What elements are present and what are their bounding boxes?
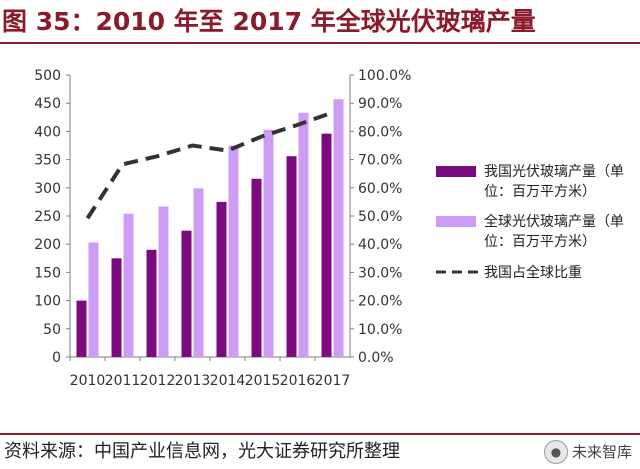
watermark-text: 未来智库 — [571, 443, 632, 461]
x-tick-label: 2012 — [140, 373, 176, 389]
x-tick-labels: 2010 2011 2012 2013 2014 2015 2016 2017 — [69, 357, 351, 389]
x-tick-label: 2010 — [70, 373, 106, 389]
y-left-tick-label: 100 — [34, 294, 61, 310]
y-right-tick-label: 100.0% — [358, 68, 411, 84]
y-left-tick-labels: 0 50 100 150 200 250 300 350 400 450 500 — [34, 68, 70, 366]
y-left-tick-label: 200 — [34, 237, 61, 253]
bar-china-output — [216, 201, 227, 357]
y-right-tick-label: 60.0% — [358, 181, 402, 197]
x-tick-label: 2017 — [315, 373, 351, 389]
bar-global-output — [123, 213, 134, 357]
x-tick-label: 2014 — [210, 373, 246, 389]
y-right-tick-label: 40.0% — [358, 237, 402, 253]
bar-global-output — [228, 145, 239, 357]
legend-label: 我国占全球比重 — [484, 264, 582, 281]
legend-label: 我国光伏玻璃产量（单 — [484, 163, 624, 180]
legend-label: 位：百万平方米） — [484, 234, 596, 250]
y-right-tick-label: 0.0% — [358, 350, 394, 366]
bar-global-output — [193, 188, 204, 357]
y-left-tick-label: 150 — [34, 265, 61, 281]
legend-swatch-global — [436, 216, 476, 227]
figure-title: 图 35：2010 年至 2017 年全球光伏玻璃产量 — [2, 7, 536, 36]
y-left-tick-label: 450 — [34, 96, 61, 112]
title-rule — [0, 42, 640, 44]
x-tick-label: 2016 — [280, 373, 316, 389]
y-right-tick-label: 90.0% — [358, 96, 402, 112]
line-series — [85, 110, 334, 220]
bar-china-output — [76, 300, 87, 357]
source-note: 资料来源：中国产业信息网，光大证券研究所整理 — [4, 441, 400, 462]
bar-china-output — [286, 156, 297, 357]
y-left-tick-label: 500 — [34, 68, 61, 84]
y-left-tick-label: 0 — [52, 350, 61, 366]
line-china-share — [85, 110, 334, 220]
legend-label: 位：百万平方米） — [484, 184, 596, 200]
y-right-tick-label: 10.0% — [358, 322, 402, 338]
y-right-tick-label: 70.0% — [358, 153, 402, 169]
bar-global-output — [333, 99, 344, 357]
watermark: ● 未来智库 — [543, 438, 632, 466]
bar-global-output — [158, 206, 169, 357]
y-left-tick-label: 50 — [43, 322, 61, 338]
legend-label: 全球光伏玻璃产量（单 — [484, 213, 624, 230]
bar-global-output — [263, 129, 274, 357]
bar-series — [76, 99, 344, 358]
y-left-tick-label: 300 — [34, 181, 61, 197]
plot-area: 0 50 100 150 200 250 300 350 400 450 500 0.0% 10.0%… — [34, 68, 411, 389]
wechat-icon: ● — [543, 440, 568, 464]
y-left-tick-label: 350 — [34, 153, 61, 169]
y-left-tick-label: 250 — [34, 209, 61, 225]
x-tick-label: 2013 — [175, 373, 211, 389]
x-tick-label: 2015 — [245, 373, 281, 389]
source-rule — [0, 433, 640, 435]
y-right-tick-label: 80.0% — [358, 124, 402, 140]
y-right-tick-label: 20.0% — [358, 294, 402, 310]
x-tick-label: 2011 — [105, 373, 141, 389]
y-right-tick-label: 50.0% — [358, 209, 402, 225]
legend: 我国光伏玻璃产量（单位：百万平方米） 全球光伏玻璃产量（单位：百万平方米） 我国占全… — [436, 163, 624, 281]
legend-swatch-china — [436, 166, 476, 177]
chart: 0 50 100 150 200 250 300 350 400 450 500 0.0% 10.0%… — [34, 68, 624, 389]
bar-global-output — [88, 242, 99, 357]
bar-china-output — [321, 133, 332, 357]
bar-china-output — [146, 249, 157, 357]
bar-china-output — [251, 178, 262, 357]
y-right-tick-label: 30.0% — [358, 265, 402, 281]
bar-china-output — [111, 258, 122, 357]
y-right-tick-labels: 0.0% 10.0% 20.0% 30.0% 40.0% 50.0% 60.0% 70.0% 8… — [350, 68, 411, 366]
bar-global-output — [298, 112, 309, 358]
bar-china-output — [181, 230, 192, 357]
y-left-tick-label: 400 — [34, 124, 61, 140]
